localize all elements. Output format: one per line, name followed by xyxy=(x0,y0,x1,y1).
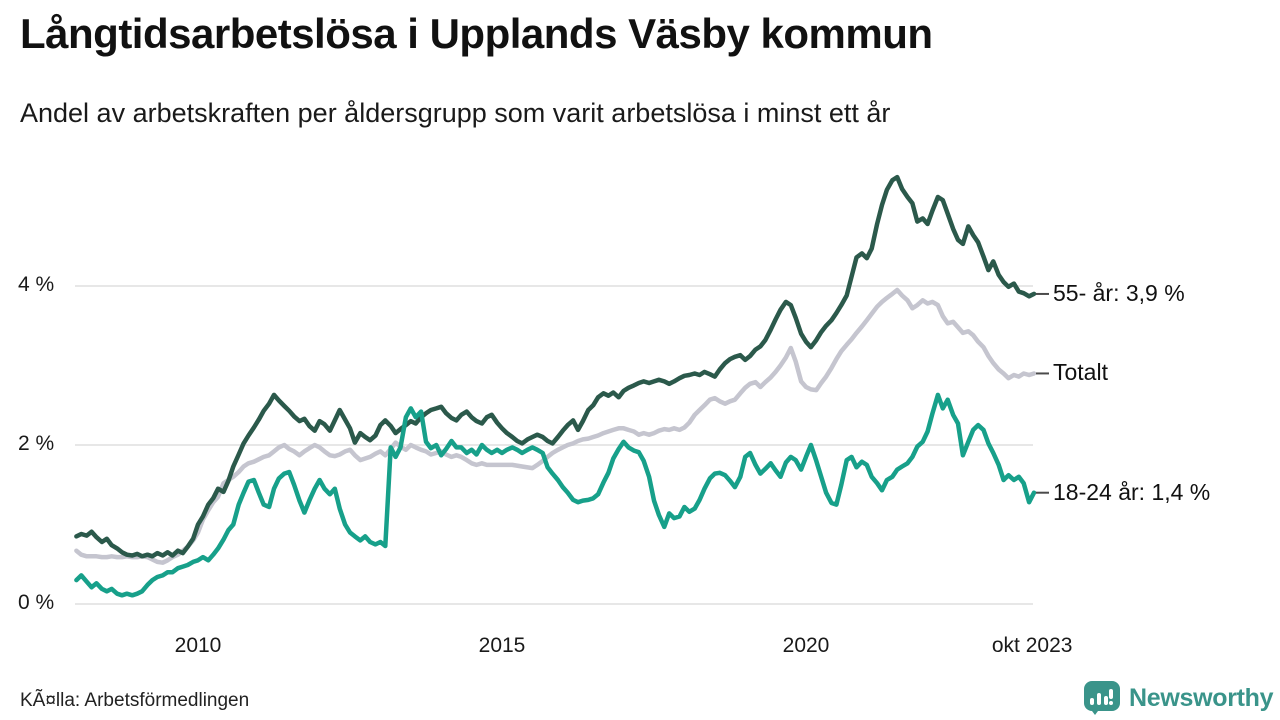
page-subtitle: Andel av arbetskraften per åldersgrupp s… xyxy=(20,98,891,128)
series-line-18-24r xyxy=(74,392,1037,598)
y-tick-label-4: 4 % xyxy=(18,273,55,296)
logo-exclamation-icon xyxy=(1109,689,1113,705)
end-label-18-24r: 18-24 år: 1,4 % xyxy=(1053,478,1211,505)
logo-badge-shape xyxy=(1084,681,1120,711)
logo-bar-chart-icon xyxy=(1090,693,1108,705)
x-tick-label-2010: 2010 xyxy=(174,634,222,657)
y-tick-label-0: 0 % xyxy=(18,591,55,614)
series-line-Totalt xyxy=(74,287,1037,565)
source-note: KÃ¤lla: Arbetsförmedlingen xyxy=(20,690,250,711)
x-tick-label-2020: 2020 xyxy=(782,634,830,657)
logo-pin-tail xyxy=(1089,707,1101,715)
end-label-55-r: 55- år: 3,9 % xyxy=(1053,279,1185,306)
logo-text: Newsworthy xyxy=(1129,683,1274,712)
series-line-55-r xyxy=(74,174,1037,559)
end-label-Totalt: Totalt xyxy=(1053,359,1108,386)
page-title: Långtidsarbetslösa i Upplands Väsby komm… xyxy=(20,10,933,57)
newsworthy-logo: Newsworthy xyxy=(1084,681,1274,715)
x-tick-label-2015: 2015 xyxy=(478,634,526,657)
newsworthy-chart-pin-icon xyxy=(1084,681,1120,715)
y-tick-label-2: 2 % xyxy=(18,432,55,455)
x-tick-label-okt-2023: okt 2023 xyxy=(991,634,1073,657)
